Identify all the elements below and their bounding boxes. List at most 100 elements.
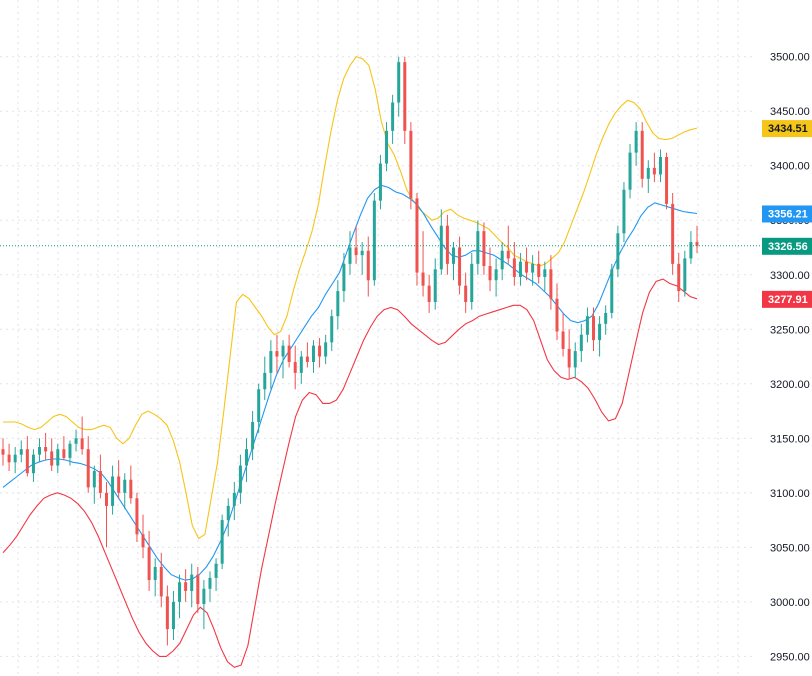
candle-body [525,261,529,273]
y-tick-label: 3050.00 [770,542,810,554]
y-tick-label: 3450.00 [770,106,810,118]
candle-body [269,351,273,373]
candle-body [665,157,669,204]
candle-body [604,312,608,324]
candle-body [86,449,90,488]
candle-body [427,285,431,303]
candle-body [336,291,340,317]
candle-body [445,225,449,264]
middle-band-label-badge [762,205,812,223]
candle-body [494,269,498,281]
y-tick-label: 3100.00 [770,488,810,500]
candle-body [348,247,352,264]
candle-body [421,272,425,286]
candle-body [622,189,626,234]
candle-body [141,534,145,548]
candle-body [592,316,596,341]
lower-band-label-badge [762,290,812,308]
y-tick-label: 3300.00 [770,270,810,282]
price-axis-background [760,0,812,676]
candle-body [214,563,218,578]
candle-body [147,547,151,581]
candle-body [123,479,127,493]
candle-body [342,263,346,292]
candle-body [202,588,206,605]
candle-body [433,269,437,303]
candle-body [311,345,315,362]
candle-body [287,345,291,362]
candle-body [464,285,468,303]
candle-body [184,582,188,591]
candle-body [299,356,303,373]
y-tick-label: 3200.00 [770,379,810,391]
candle-body [159,566,163,597]
candle-body [451,247,455,264]
candle-body [549,269,553,299]
candle-body [220,520,224,564]
candle-body [104,492,108,506]
candle-body [646,167,650,179]
candle-body [74,438,78,444]
y-tick-label: 2950.00 [770,651,810,663]
candle-body [409,130,413,199]
candle-body [531,263,535,273]
price-axis[interactable]: 2950.00 3000.00 3050.00 3100.00 3150.00 3200.… [760,0,812,676]
candle-body [68,443,72,458]
candle-body [561,331,565,349]
candle-body [281,345,285,357]
candle-body [579,334,583,352]
candle-body [50,451,54,466]
candle-body [567,348,571,368]
candle-body [1,449,5,455]
candle-body [470,263,474,303]
candle-body [683,258,687,292]
candle-body [555,298,559,332]
candle-body [640,130,644,179]
candle-body [543,269,547,277]
candle-body [628,152,632,190]
candle-body [598,323,602,341]
candle-body [190,574,194,591]
candle-body [439,225,443,270]
candle-body [305,356,309,362]
candle-body [391,102,395,131]
candle-body [585,316,589,335]
candle-body [330,316,334,343]
lower-band-label: 3277.91 [768,294,808,306]
candle-body [385,130,389,164]
candle-body [354,247,358,256]
candle-body [318,345,322,357]
candle-body [135,498,139,535]
candle-body [482,231,486,267]
candle-body [488,266,492,281]
candle-body [117,476,121,493]
candle-body [573,351,577,368]
candle-body [677,263,681,292]
candle-body [13,454,17,463]
candle-body [634,130,638,153]
candle-body [178,582,182,602]
y-tick-label: 3400.00 [770,161,810,173]
candle-body [196,574,200,605]
candle-body [616,233,620,270]
y-tick-label: 3150.00 [770,433,810,445]
candle-body [378,163,382,201]
candle-body [7,454,11,463]
candle-body [610,269,614,313]
last-price-label: 3326.56 [768,241,808,253]
upper-band-label-badge [762,120,812,138]
candle-body [506,250,510,259]
candle-body [25,449,29,474]
candle-body [397,62,401,103]
candle-body [458,247,462,286]
candle-body [366,250,370,281]
candle-body [415,198,419,273]
candle-body [293,361,297,373]
upper-band-label: 3434.51 [768,123,808,135]
candle-body [689,242,693,259]
candle-body [62,449,66,458]
price-labels: 3434.51 3356.21 3326.56 3277.91 [762,120,812,308]
candle-body [275,351,279,357]
candle-body [171,601,175,630]
